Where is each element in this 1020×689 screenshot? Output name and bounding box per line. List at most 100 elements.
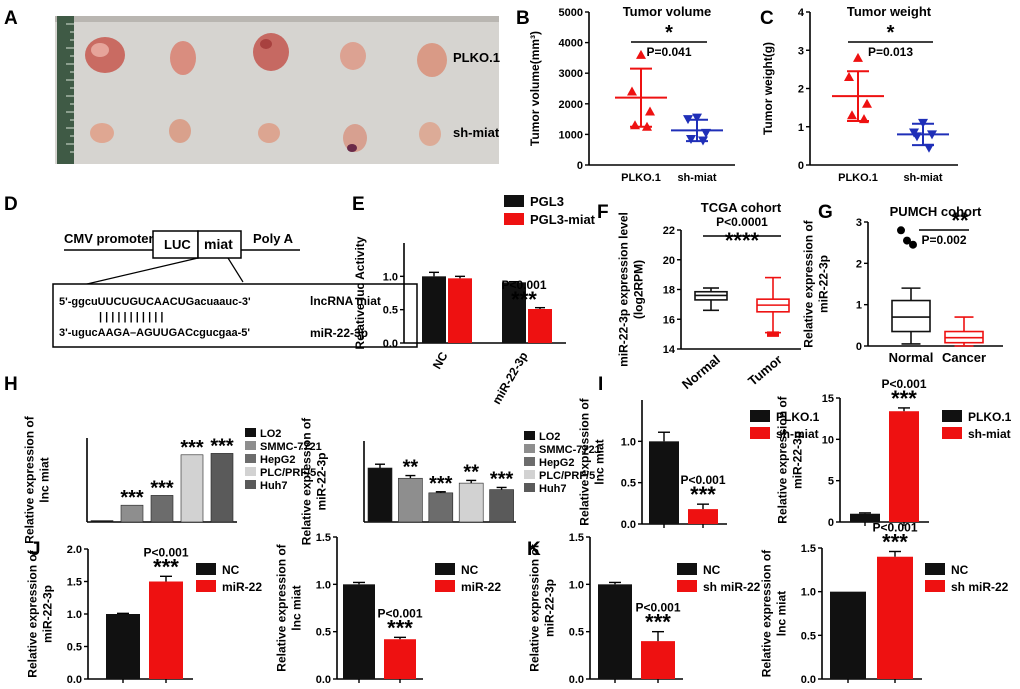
photo-label-shmiat: sh-miat bbox=[453, 125, 500, 140]
bar bbox=[598, 584, 632, 679]
tumor-sh-5 bbox=[419, 122, 441, 146]
panel-letter-f: F bbox=[597, 202, 609, 223]
y-axis-label: (log2RPM) bbox=[632, 260, 646, 319]
y-tick-label: 1.5 bbox=[67, 577, 82, 589]
y-tick-label: 20 bbox=[663, 255, 675, 267]
sig-star: * bbox=[887, 22, 895, 44]
y-tick-label: 1.0 bbox=[569, 579, 584, 591]
y-axis-label: miR-22-3p bbox=[315, 452, 329, 510]
x-tick-label: Cancer bbox=[942, 350, 986, 365]
y-tick-label: 3 bbox=[856, 217, 862, 229]
y-axis-label: lnc miat bbox=[38, 457, 52, 502]
panel-letter-a: A bbox=[4, 8, 18, 29]
chart-h1: Relative expression of lnc miat *** ****** *… bbox=[23, 415, 322, 543]
bar bbox=[90, 520, 114, 523]
y-axis-label: Relative expression of bbox=[528, 543, 542, 671]
data-point bbox=[645, 106, 655, 116]
legend-swatch bbox=[677, 563, 697, 575]
panel-letter-c: C bbox=[760, 8, 774, 29]
y-tick-label: 0.5 bbox=[569, 627, 584, 639]
y-tick-label: 0.0 bbox=[801, 674, 816, 686]
sig-stars: *** bbox=[150, 477, 174, 499]
seq-label-miat: lncRNA miat bbox=[310, 294, 381, 308]
bar bbox=[149, 581, 183, 679]
p-value: P<0.001 bbox=[143, 545, 188, 559]
p-value: P<0.001 bbox=[680, 473, 725, 487]
legend-label: PGL3-miat bbox=[530, 212, 596, 227]
bar bbox=[458, 482, 484, 523]
y-tick-label: 4 bbox=[798, 7, 805, 19]
p-value: P<0.0001 bbox=[716, 215, 768, 229]
panel-letter-j: J bbox=[30, 539, 41, 560]
legend-label: SMMC-7721 bbox=[539, 444, 601, 456]
bar bbox=[343, 584, 375, 679]
bar bbox=[367, 467, 393, 523]
panel-letter-h: H bbox=[4, 374, 18, 395]
legend-label: NC bbox=[703, 563, 721, 577]
legend-swatch bbox=[245, 467, 256, 476]
sig-stars: *** bbox=[645, 610, 671, 635]
y-axis-label: lnc miat bbox=[593, 439, 607, 484]
x-tick-label: PLKO.1 bbox=[621, 172, 661, 184]
legend-swatch bbox=[196, 563, 216, 575]
tumor-sh-2 bbox=[169, 119, 191, 143]
tumor-plko-4 bbox=[340, 42, 366, 70]
y-tick-label: 18 bbox=[663, 285, 675, 297]
y-tick-label: 2.0 bbox=[67, 544, 82, 556]
bar bbox=[850, 513, 880, 522]
data-point bbox=[853, 52, 863, 62]
seq-label-mir: miR-22-3p bbox=[310, 326, 368, 340]
x-tick-label: PLKO.1 bbox=[838, 172, 878, 184]
legend-swatch bbox=[750, 410, 770, 422]
outlier bbox=[767, 331, 779, 336]
bar bbox=[422, 276, 446, 343]
sig-stars: *** bbox=[120, 487, 144, 509]
polya-label: Poly A bbox=[253, 231, 294, 246]
legend-label: sh-miat bbox=[968, 427, 1011, 441]
y-tick-label: 0.5 bbox=[621, 478, 636, 490]
legend-label: SMMC-7721 bbox=[260, 441, 322, 453]
chart-title: PUMCH cohort bbox=[890, 204, 982, 219]
y-tick-label: 0 bbox=[798, 160, 804, 172]
y-tick-label: 0.0 bbox=[67, 674, 82, 686]
legend-swatch bbox=[245, 454, 256, 463]
sig-stars: *** bbox=[690, 482, 716, 507]
y-tick-label: 1 bbox=[856, 300, 862, 312]
bar bbox=[889, 411, 919, 522]
photo-label-plko: PLKO.1 bbox=[453, 50, 500, 65]
panel-letter-g: G bbox=[818, 202, 833, 223]
luc-box bbox=[152, 230, 199, 259]
y-tick-label: 4000 bbox=[559, 38, 583, 50]
y-tick-label: 1.5 bbox=[569, 532, 584, 544]
cmv-label: CMV promoter bbox=[64, 231, 154, 246]
data-point bbox=[844, 72, 854, 82]
panel-letter-k: K bbox=[527, 539, 541, 560]
data-point bbox=[686, 134, 696, 144]
legend-label: HepG2 bbox=[260, 454, 295, 466]
chart-k1: 0.0 0.5 1.0 1.5 Relative expression of miR-22… bbox=[528, 532, 761, 686]
chart-k2: 0.0 0.5 1.0 1.5 Relative expression of lnc mi… bbox=[760, 520, 1009, 686]
y-tick-label: 5000 bbox=[559, 7, 583, 19]
y-tick-label: 1.0 bbox=[67, 609, 82, 621]
legend-label: sh-miat bbox=[776, 427, 819, 441]
y-axis-label: Relative expression of bbox=[23, 415, 37, 543]
miat-label: miat bbox=[204, 236, 233, 252]
y-axis-label: Relative expression of bbox=[26, 549, 40, 677]
sig-stars: *** bbox=[180, 437, 204, 459]
legend-swatch bbox=[524, 444, 535, 453]
data-point bbox=[630, 120, 640, 130]
legend-label: sh miR-22 bbox=[703, 580, 761, 594]
y-tick-label: 0.0 bbox=[621, 519, 636, 531]
legend-label: miR-22 bbox=[461, 580, 501, 594]
legend-label: NC bbox=[222, 563, 240, 577]
sig-stars: ** bbox=[951, 208, 969, 233]
legend-label: NC bbox=[951, 563, 969, 577]
legend-label: Huh7 bbox=[539, 483, 567, 495]
y-tick-label: 1.0 bbox=[316, 579, 331, 591]
y-axis-label: lnc miat bbox=[290, 585, 304, 630]
chart-title: Tumor weight bbox=[847, 4, 932, 19]
p-value: P<0.001 bbox=[501, 278, 546, 292]
panel-letter-e: E bbox=[352, 194, 365, 215]
